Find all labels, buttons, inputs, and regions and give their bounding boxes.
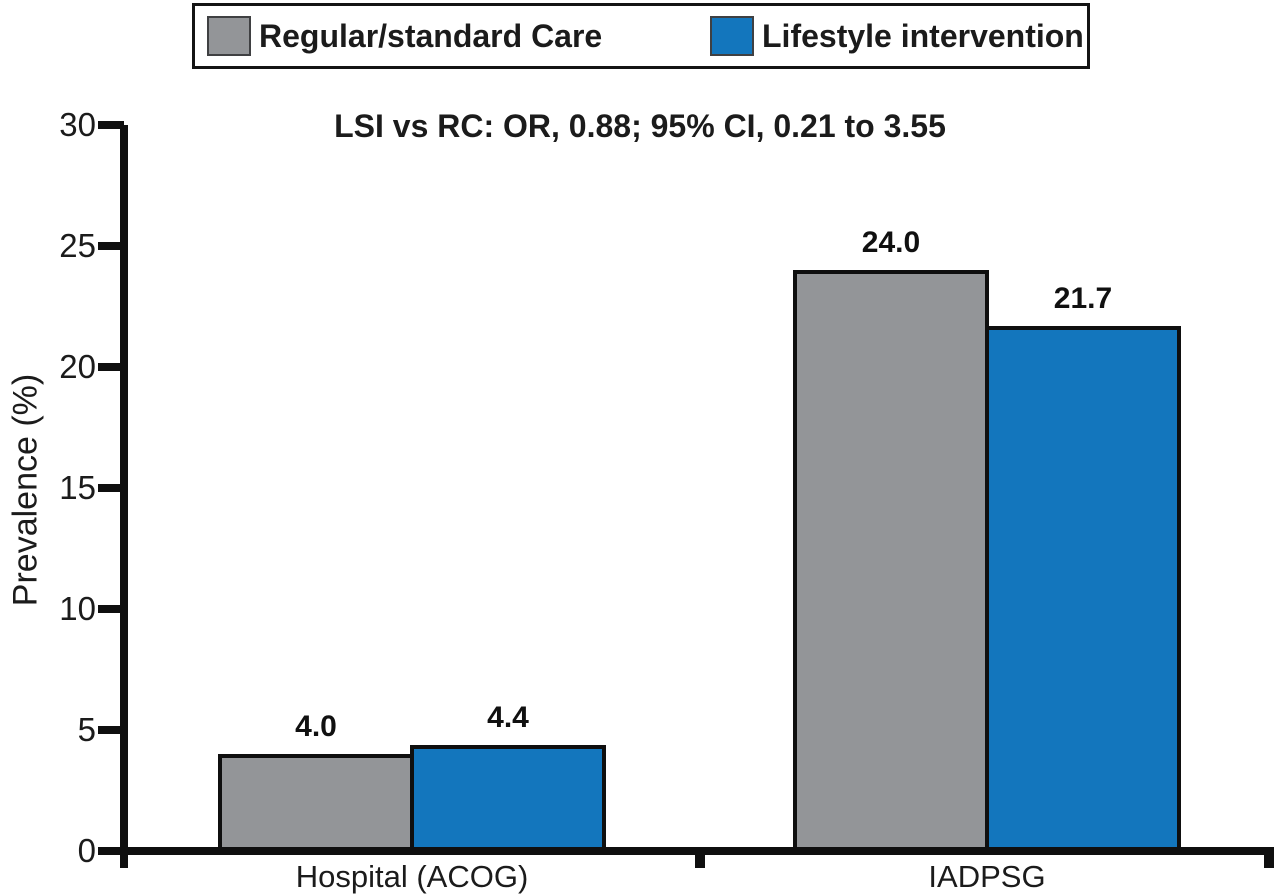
x-axis-end-tick [1264, 847, 1274, 868]
legend-item-regular-care: Regular/standard Care [207, 16, 602, 56]
y-axis-tick [98, 242, 124, 250]
y-axis-tick [98, 726, 124, 734]
legend-swatch-lifestyle-intervention [710, 16, 754, 56]
x-axis-category-label: IADPSG [928, 859, 1046, 894]
legend: Regular/standard Care Lifestyle intervent… [192, 3, 1090, 69]
y-axis-tick-label: 5 [77, 711, 96, 748]
bar-value-label: 24.0 [861, 226, 921, 260]
bar [410, 744, 606, 851]
chart-annotation: LSI vs RC: OR, 0.88; 95% CI, 0.21 to 3.5… [334, 108, 946, 144]
y-axis-tick [98, 847, 124, 855]
legend-swatch-regular-care [207, 16, 251, 56]
legend-item-lifestyle-intervention: Lifestyle intervention [710, 16, 1084, 56]
bar-value-label: 21.7 [1053, 281, 1113, 315]
y-axis-tick-label: 10 [59, 590, 96, 627]
bar-value-label: 4.4 [487, 700, 529, 734]
legend-label: Regular/standard Care [259, 17, 603, 54]
y-axis-tick-label: 30 [59, 106, 96, 143]
y-axis-tick [98, 121, 124, 129]
bar [793, 270, 989, 851]
bar [985, 325, 1181, 851]
x-axis-line [108, 847, 1274, 855]
y-axis-line [120, 125, 128, 868]
bar [218, 754, 414, 851]
y-axis-tick [98, 484, 124, 492]
y-axis-tick [98, 363, 124, 371]
y-axis-tick-label: 25 [59, 227, 96, 264]
y-axis-tick [98, 605, 124, 613]
y-axis-tick-label: 15 [59, 469, 96, 506]
x-axis-category-label: Hospital (ACOG) [295, 859, 529, 894]
bar-value-label: 4.0 [295, 710, 337, 744]
y-axis-tick-label: 20 [59, 348, 96, 385]
y-axis-tick-label: 0 [77, 832, 96, 869]
legend-label: Lifestyle intervention [762, 17, 1084, 54]
x-axis-mid-tick [695, 853, 705, 868]
